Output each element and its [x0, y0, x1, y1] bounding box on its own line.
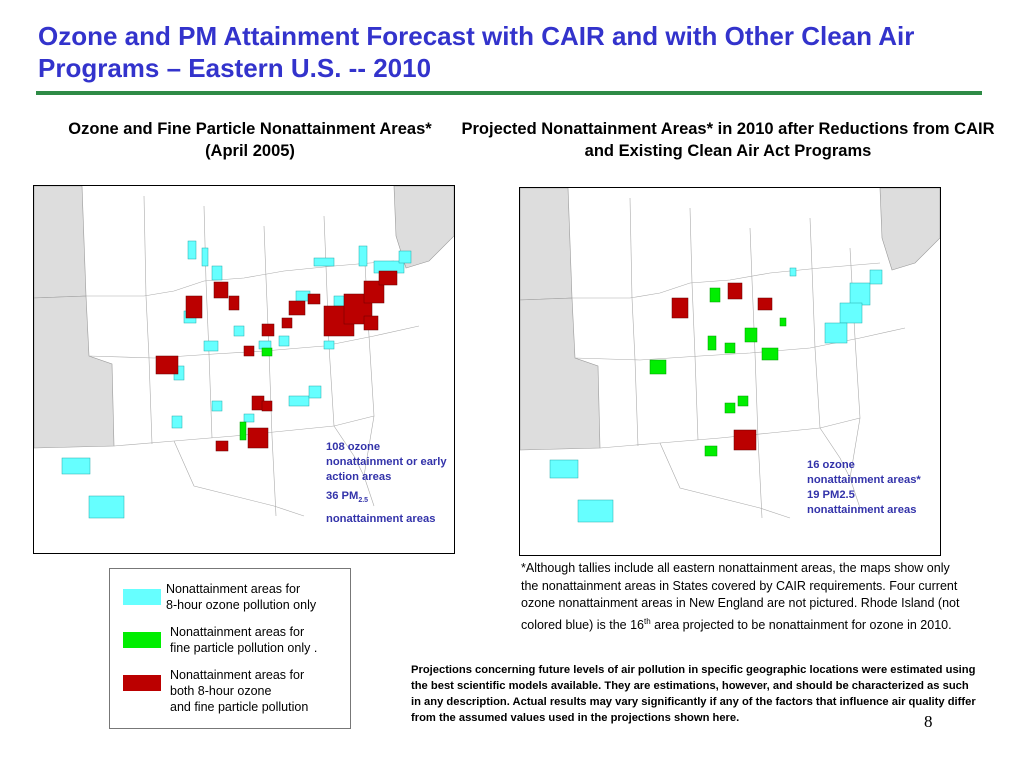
state-borders: [572, 197, 906, 519]
ozone-only-areas: [549, 267, 883, 523]
map-2010-projection: [519, 187, 941, 556]
both-pollutant-areas: [155, 270, 398, 452]
map-legend: Nonattainment areas for 8-hour ozone pol…: [109, 568, 351, 729]
slide-title: Ozone and PM Attainment Forecast with CA…: [38, 21, 915, 83]
eastern-us-map-2010: [520, 188, 940, 523]
non-cair-states: [520, 188, 940, 451]
ozone-area-label: nonattainment areas*: [807, 474, 921, 486]
legend-label: and fine particle pollution: [170, 700, 309, 714]
pm-area-label: nonattainment areas: [807, 504, 917, 516]
both-pollutant-areas: [671, 282, 773, 451]
western-states-middle: [34, 295, 115, 449]
right-map-note: 16 ozone nonattainment areas* 19 PM2.5 n…: [807, 458, 937, 518]
pm-only-swatch: [123, 632, 161, 648]
title-divider: [36, 91, 982, 95]
right-map-heading: Projected Nonattainment Areas* in 2010 a…: [461, 120, 995, 160]
page-number: 8: [924, 712, 933, 731]
pm-only-areas: [239, 347, 273, 441]
ozone-area-count: 108 ozone nonattainment or early action …: [326, 441, 447, 483]
legend-label: Nonattainment areas for: [170, 668, 305, 682]
pm-area-count: 36 PM2.5: [326, 490, 369, 505]
pm-area-label: nonattainment areas: [326, 513, 436, 526]
western-states-north: [520, 188, 573, 301]
non-cair-states: [34, 186, 454, 449]
ozone-only-swatch: [123, 589, 161, 605]
pm-only-areas: [649, 287, 787, 457]
western-states-middle: [520, 297, 601, 451]
left-map-note: 108 ozone nonattainment or early action …: [326, 440, 456, 531]
new-england-north: [879, 188, 940, 271]
legend-label: 8-hour ozone pollution only: [166, 598, 317, 612]
left-map-heading: Ozone and Fine Particle Nonattainment Ar…: [68, 120, 432, 160]
map-2005-nonattainment: [33, 185, 455, 554]
legend-label: Nonattainment areas for: [166, 582, 301, 596]
new-england-north: [393, 186, 454, 269]
legend-label: both 8-hour ozone: [170, 684, 272, 698]
legend-label: fine particle pollution only .: [170, 641, 318, 655]
legend-label: Nonattainment areas for: [170, 625, 305, 639]
ozone-area-count: 16 ozone: [807, 459, 855, 471]
pm-area-count: 19 PM2.5: [807, 489, 855, 501]
footnote: *Although tallies include all eastern no…: [521, 561, 960, 632]
eastern-us-map-2005: [34, 186, 454, 519]
projection-disclaimer: Projections concerning future levels of …: [411, 664, 976, 724]
western-states-north: [34, 186, 87, 299]
both-swatch: [123, 675, 161, 691]
